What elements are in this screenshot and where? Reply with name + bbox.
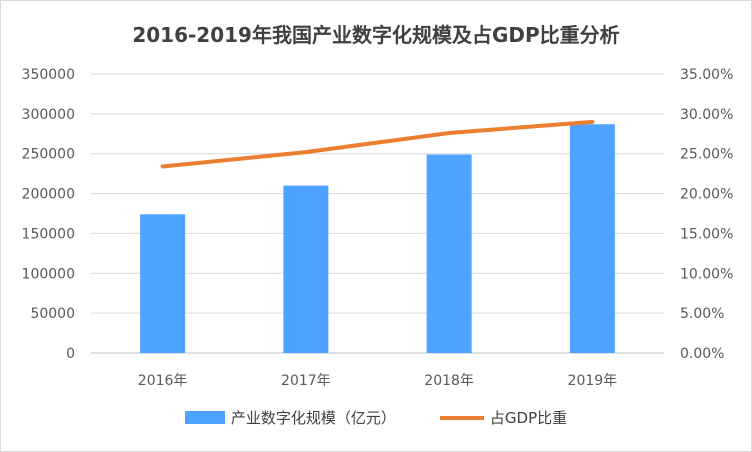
line-series: [160, 119, 595, 169]
bar-series: [140, 124, 615, 353]
bar: [283, 185, 329, 353]
y-left-tick-label: 0: [66, 346, 75, 362]
y-right-tick-label: 15.00%: [680, 226, 733, 242]
y-right-tick-label: 30.00%: [680, 107, 733, 123]
bar: [426, 154, 472, 353]
legend-item-scale: 产业数字化规模（亿元）: [184, 407, 396, 428]
legend-swatch-bar: [184, 411, 225, 424]
bar: [569, 124, 615, 353]
x-tick-label: 2018年: [424, 373, 474, 389]
legend-item-ratio: 占GDP比重: [439, 407, 568, 428]
legend-label-ratio: 占GDP比重: [489, 409, 568, 427]
ratio-line: [160, 119, 595, 169]
y-left-tick-label: 100000: [22, 266, 75, 282]
y-axis-right: 0.00% 5.00% 10.00% 15.00% 20.00% 25.00% 30.00%…: [680, 67, 733, 362]
x-axis: 2016年 2017年 2018年 2019年: [138, 373, 617, 389]
y-axis-left: 0 50000 100000 150000 200000 250000 300000 3500…: [22, 67, 75, 362]
y-right-tick-label: 20.00%: [680, 187, 733, 203]
y-right-tick-label: 0.00%: [680, 346, 724, 362]
y-right-tick-label: 5.00%: [680, 306, 724, 322]
y-left-tick-label: 200000: [22, 187, 75, 203]
y-right-tick-label: 10.00%: [680, 266, 733, 282]
chart-title: 2016-2019年我国产业数字化规模及占GDP比重分析: [132, 23, 620, 47]
x-tick-label: 2016年: [138, 373, 188, 389]
y-left-tick-label: 350000: [22, 67, 75, 83]
y-left-tick-label: 250000: [22, 147, 75, 163]
legend: 产业数字化规模（亿元） 占GDP比重: [1, 407, 751, 428]
legend-label-scale: 产业数字化规模（亿元）: [230, 409, 396, 427]
y-left-tick-label: 150000: [22, 226, 75, 242]
legend-swatch-line: [439, 415, 484, 420]
gridlines: [91, 73, 664, 354]
y-left-tick-label: 50000: [30, 306, 75, 322]
y-right-tick-label: 35.00%: [680, 67, 733, 83]
y-left-tick-label: 300000: [22, 107, 75, 123]
x-tick-label: 2017年: [281, 373, 331, 389]
y-right-tick-label: 25.00%: [680, 147, 733, 163]
bar: [140, 214, 186, 353]
x-tick-label: 2019年: [568, 373, 618, 389]
